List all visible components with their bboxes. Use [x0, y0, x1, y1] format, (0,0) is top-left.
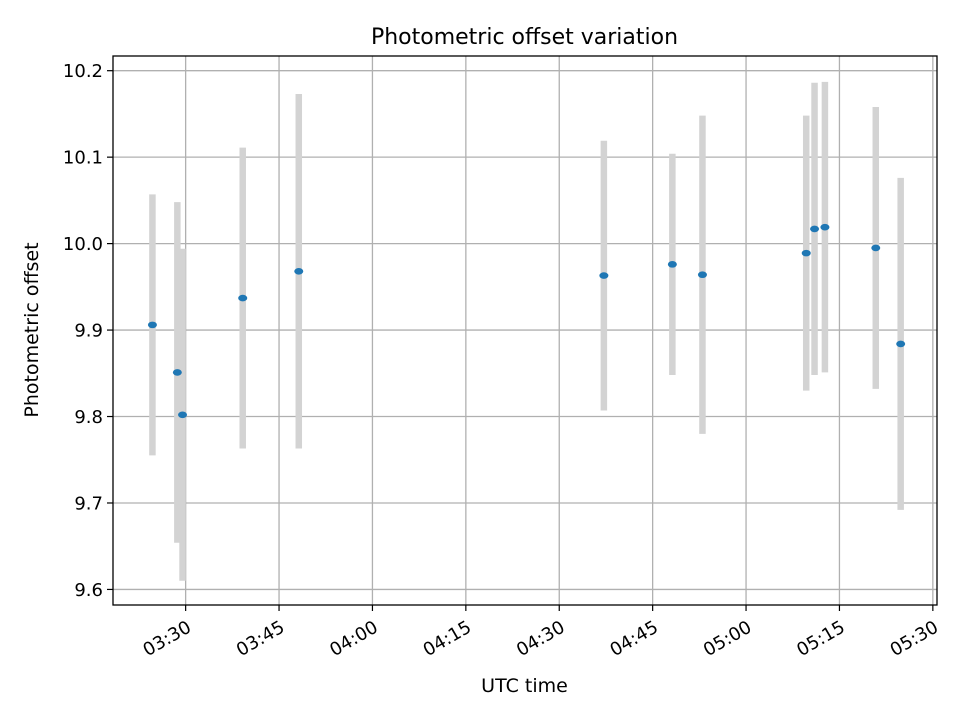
x-tick-label: 04:45: [606, 617, 661, 661]
x-tick-label: 04:30: [513, 617, 568, 661]
x-axis-ticks: 03:30 03:45 04:00 04:15 04:30 04:45 05:00 05:15…: [139, 605, 942, 661]
y-tick-label: 9.6: [74, 580, 103, 601]
x-tick-label: 05:15: [793, 617, 848, 661]
chart-title: Photometric offset variation: [371, 25, 678, 50]
data-point: [871, 244, 881, 252]
data-point: [294, 267, 304, 275]
x-tick-label: 05:00: [700, 617, 755, 661]
x-tick-label: 03:30: [139, 617, 194, 661]
y-axis-label: Photometric offset: [21, 242, 43, 417]
x-tick-label: 05:30: [887, 617, 942, 661]
data-markers: [147, 223, 906, 419]
y-tick-label: 10.2: [63, 61, 103, 82]
y-tick-label: 9.9: [74, 321, 103, 342]
data-point: [810, 225, 820, 233]
data-point: [238, 294, 248, 302]
data-point: [896, 340, 906, 348]
data-point: [820, 223, 830, 231]
x-tick-label: 04:00: [326, 617, 381, 661]
y-axis-ticks: 9.6 9.7 9.8 9.9 10.0 10.1 10.2: [63, 61, 113, 601]
x-tick-label: 04:15: [420, 617, 475, 661]
y-tick-label: 9.8: [74, 407, 103, 428]
data-point: [172, 369, 182, 376]
y-tick-label: 10.1: [63, 148, 103, 169]
data-point: [667, 261, 677, 268]
grid-lines: [113, 56, 937, 605]
data-point: [147, 321, 157, 329]
y-tick-label: 9.7: [74, 493, 103, 514]
data-point: [178, 411, 188, 419]
data-point: [599, 272, 609, 279]
y-tick-label: 10.0: [63, 234, 103, 255]
x-tick-label: 03:45: [233, 617, 288, 661]
x-axis-label: UTC time: [481, 675, 568, 697]
data-point: [801, 249, 811, 257]
data-point: [697, 271, 707, 279]
